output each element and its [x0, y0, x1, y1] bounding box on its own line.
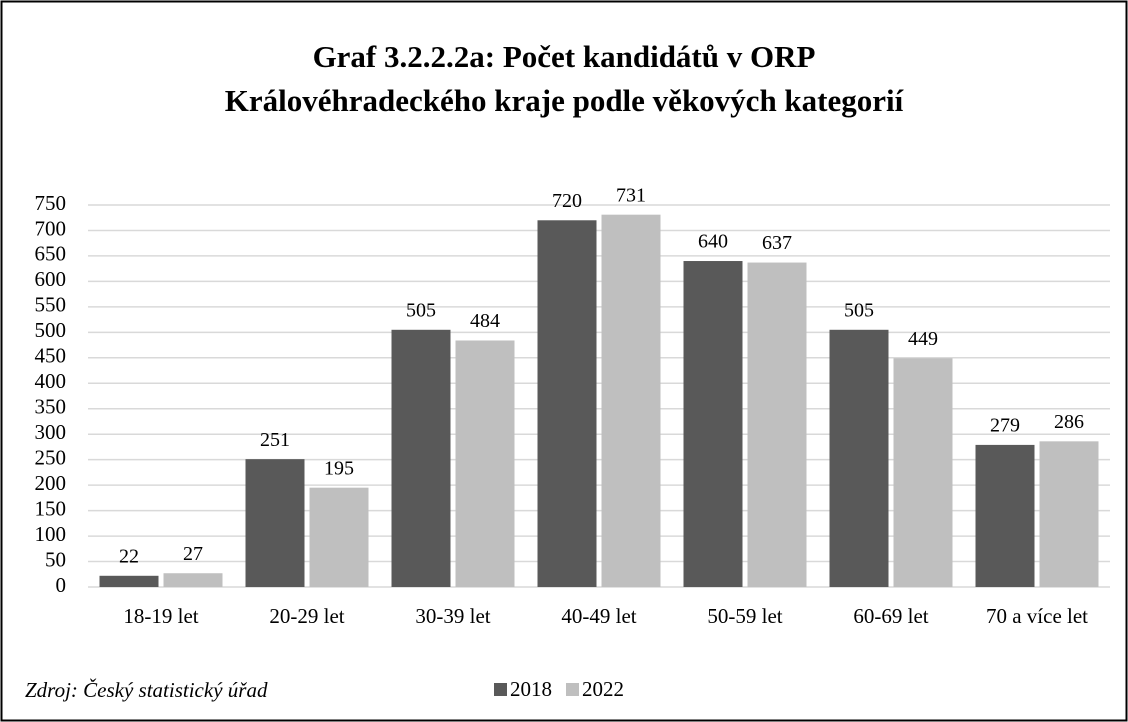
- data-label: 22: [119, 545, 139, 567]
- y-tick-label: 300: [35, 420, 67, 444]
- data-label: 449: [908, 328, 938, 350]
- y-tick-label: 200: [35, 471, 67, 495]
- data-label: 720: [552, 190, 582, 212]
- y-tick-label: 150: [35, 496, 67, 520]
- data-label: 286: [1054, 411, 1084, 433]
- bar: [99, 575, 159, 587]
- data-label: 279: [990, 414, 1020, 436]
- y-tick-label: 650: [35, 242, 67, 266]
- legend-label: 2022: [582, 677, 624, 701]
- data-label: 731: [616, 184, 646, 206]
- data-label: 251: [260, 429, 290, 451]
- bar: [975, 444, 1035, 587]
- chart-title: Královéhradeckého kraje podle věkových k…: [225, 83, 904, 118]
- bar: [455, 340, 515, 587]
- y-tick-label: 550: [35, 293, 67, 317]
- y-tick-label: 750: [35, 191, 67, 215]
- y-tick-label: 400: [35, 369, 67, 393]
- data-label: 505: [406, 299, 436, 321]
- bar: [163, 573, 223, 587]
- bar: [829, 329, 889, 587]
- data-label: 195: [324, 457, 354, 479]
- bar: [683, 261, 743, 587]
- bar: [893, 358, 953, 587]
- y-tick-label: 700: [35, 216, 67, 240]
- bar: [309, 487, 369, 587]
- bar: [537, 220, 597, 587]
- x-tick-label: 70 a více let: [986, 604, 1088, 628]
- data-label: 484: [470, 310, 500, 332]
- y-tick-label: 350: [35, 395, 67, 419]
- x-tick-label: 40-49 let: [561, 604, 636, 628]
- chart-title: Graf 3.2.2.2a: Počet kandidátů v ORP: [313, 39, 816, 74]
- legend-swatch: [494, 683, 507, 696]
- bar: [601, 214, 661, 587]
- x-tick-label: 30-39 let: [415, 604, 490, 628]
- data-label: 505: [844, 299, 874, 321]
- y-tick-label: 100: [35, 522, 67, 546]
- y-tick-label: 50: [45, 547, 66, 571]
- x-tick-label: 18-19 let: [123, 604, 198, 628]
- legend-swatch: [566, 683, 579, 696]
- bar: [391, 329, 451, 587]
- data-label: 637: [762, 232, 792, 254]
- data-label: 640: [698, 231, 728, 253]
- y-tick-label: 250: [35, 445, 67, 469]
- x-tick-label: 50-59 let: [707, 604, 782, 628]
- x-tick-label: 60-69 let: [853, 604, 928, 628]
- source-note: Zdroj: Český statistický úřad: [25, 678, 268, 702]
- bar: [1039, 441, 1099, 587]
- y-tick-label: 0: [56, 573, 67, 597]
- y-tick-label: 500: [35, 318, 67, 342]
- legend-label: 2018: [510, 677, 552, 701]
- data-label: 27: [183, 543, 203, 565]
- x-tick-label: 20-29 let: [269, 604, 344, 628]
- bar: [245, 459, 305, 587]
- y-tick-label: 450: [35, 344, 67, 368]
- y-tick-label: 600: [35, 267, 67, 291]
- bar: [747, 262, 807, 587]
